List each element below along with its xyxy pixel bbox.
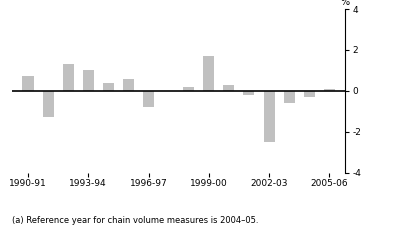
Bar (123, 79, 134, 91)
Bar (203, 56, 214, 91)
Bar (183, 87, 194, 91)
Bar (83, 70, 94, 91)
Text: (a) Reference year for chain volume measures is 2004–05.: (a) Reference year for chain volume meas… (12, 216, 258, 225)
Bar (224, 85, 234, 91)
Bar (103, 83, 114, 91)
Bar (304, 91, 315, 97)
Bar (23, 76, 33, 91)
Bar (42, 91, 54, 117)
Text: %: % (341, 0, 350, 7)
Bar (243, 91, 254, 95)
Bar (324, 89, 335, 91)
Bar (63, 64, 74, 91)
Bar (143, 91, 154, 107)
Bar (283, 91, 295, 103)
Bar (264, 91, 275, 142)
